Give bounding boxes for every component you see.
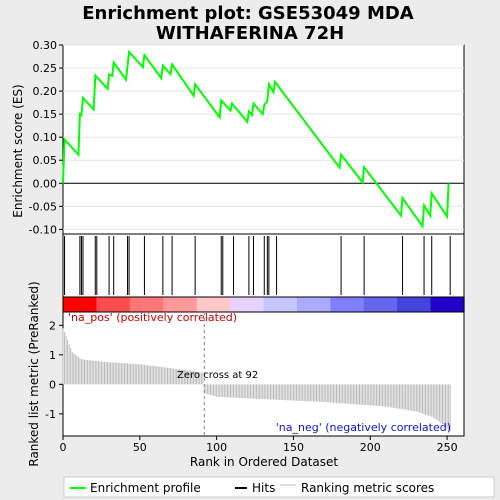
es-plot-area: [62, 44, 465, 235]
rank-x-tick-label: 100: [206, 441, 227, 454]
es-y-tick-label: 0.00: [33, 177, 58, 190]
gradient-segment: [296, 297, 331, 312]
legend: Enrichment profile Hits Ranking metric s…: [63, 476, 495, 498]
es-y-tick-label: 0.20: [33, 85, 58, 98]
rank-x-tick-label: 0: [60, 441, 67, 454]
gradient-segment: [129, 297, 164, 312]
gradient-segment: [430, 297, 465, 312]
es-y-tick-label: 0.30: [33, 39, 58, 52]
es-y-axis-label: Enrichment score (ES): [11, 84, 25, 217]
rank-x-tick-label: 50: [133, 441, 147, 454]
annotation-na-neg: 'na_neg' (negatively correlated): [276, 421, 451, 434]
hits-panel: [62, 233, 465, 298]
gradient-segment: [263, 297, 298, 312]
gradient-segment: [363, 297, 398, 312]
gradient-segment: [230, 297, 265, 312]
es-y-tick-label: 0.25: [33, 62, 58, 75]
gradient-segment: [163, 297, 198, 312]
ranking-metric-bars: [62, 328, 451, 432]
rank-y-tick-label: -1: [45, 408, 56, 421]
rank-x-tick-label: 250: [437, 441, 458, 454]
rank-metric-panel: -1 0 1 2 0 50 100 150 200 250 'na_pos' (positive…: [27, 281, 465, 469]
annotation-na-pos: 'na_pos' (positively correlated): [68, 311, 237, 324]
legend-label-ranking-metric-scores: Ranking metric scores: [301, 481, 434, 495]
es-y-tick-label: 0.15: [33, 108, 58, 121]
es-y-tick-label: 0.10: [33, 131, 58, 144]
chart-title-line-1: Enrichment plot: GSE53049 MDA: [82, 3, 414, 24]
es-y-axis-ticks: -0.10 -0.05 0.00 0.05 0.10 0.15 0.20 0.25 0.30: [29, 39, 63, 236]
rank-x-tick-label: 150: [283, 441, 304, 454]
gradient-segment: [397, 297, 432, 312]
legend-frame: [63, 476, 495, 498]
rank-y-axis-ticks: -1 0 1 2: [45, 319, 63, 421]
annotation-zero-cross: Zero cross at 92: [177, 370, 258, 381]
chart-title-line-2: WITHAFERINA 72H: [156, 23, 344, 44]
rank-y-axis-label: Ranked list metric (PreRanked): [27, 281, 41, 466]
gradient-segment: [96, 297, 131, 312]
legend-label-enrichment-profile: Enrichment profile: [90, 481, 201, 495]
gradient-segment: [330, 297, 365, 312]
hit-markers: [64, 236, 451, 295]
rank-y-tick-label: 1: [49, 349, 56, 362]
rank-y-tick-label: 0: [49, 378, 56, 391]
gradient-segment: [196, 297, 231, 312]
es-panel: -0.10 -0.05 0.00 0.05 0.10 0.15 0.20 0.25 0.30 E…: [11, 39, 465, 236]
es-y-tick-label: -0.05: [29, 200, 57, 213]
rank-plot-area: [62, 311, 465, 437]
es-y-tick-label: -0.10: [29, 223, 57, 236]
rank-x-tick-label: 200: [360, 441, 381, 454]
rank-x-axis-ticks: 0 50 100 150 200 250: [60, 436, 458, 454]
rank-gradient-bar: [62, 296, 465, 313]
rank-y-tick-label: 2: [49, 319, 56, 332]
es-curve: [62, 49, 450, 230]
rank-x-axis-label: Rank in Ordered Dataset: [190, 455, 338, 469]
legend-label-hits: Hits: [252, 481, 275, 495]
gradient-segment: [63, 297, 98, 312]
hits-plot-area: [62, 233, 465, 298]
es-y-tick-label: 0.05: [33, 154, 58, 167]
